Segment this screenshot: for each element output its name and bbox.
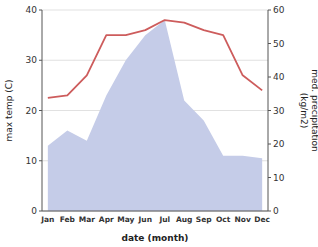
x-tick-label: Jan (40, 215, 54, 224)
y2-tick-label: 60 (273, 5, 285, 15)
x-tick-label: Apr (99, 215, 114, 224)
x-axis-label: date (month) (122, 233, 189, 243)
chart: 0 10 20 30 40 0 10 20 30 40 50 60 Jan FebMarAprMay Jun… (0, 0, 318, 247)
x-tick-label: Sep (196, 215, 212, 224)
x-tick-label: Jul (158, 215, 170, 224)
y-tick (39, 160, 42, 161)
plot-area (48, 20, 262, 211)
y2-tick (268, 43, 271, 44)
y2-tick (268, 10, 271, 11)
y-tick-label: 0 (31, 206, 37, 216)
y-tick (39, 211, 42, 212)
x-tick-label: Nov (235, 215, 251, 224)
x-axis-line (42, 211, 268, 212)
x-tick-label: Oct (216, 215, 231, 224)
y2-tick-label: 30 (273, 106, 285, 116)
y2-tick-label: 40 (273, 72, 285, 82)
y-axis-label: max temp (C) (4, 79, 14, 141)
y-tick-label: 20 (26, 106, 38, 116)
y2-tick (268, 110, 271, 111)
x-tick-label: Aug (176, 215, 193, 224)
y-tick-label: 10 (26, 156, 38, 166)
y-tick (39, 10, 42, 11)
y2-axis-label: med. precipitation(kg/m2) (299, 69, 318, 151)
y2-tick-label: 20 (273, 139, 285, 149)
x-tick-label: Mar (79, 215, 96, 224)
precipitation-area (48, 20, 262, 211)
y2-tick-label: 50 (273, 39, 285, 49)
x-tick-label: May (117, 215, 134, 224)
x-tick-label: Feb (60, 215, 76, 224)
y2-axis-label-line: (kg/m2) (299, 93, 309, 128)
y2-tick (268, 144, 271, 145)
y-tick-label: 30 (26, 55, 38, 65)
y-tick-label: 40 (26, 5, 38, 15)
y2-tick (268, 211, 271, 212)
x-tick-label: Dec (254, 215, 270, 224)
grid-line (42, 211, 268, 212)
x-tick-label: Jun (138, 215, 152, 224)
y-tick (39, 110, 42, 111)
y2-tick (268, 77, 271, 78)
y2-tick (268, 177, 271, 178)
y2-axis-label-line: med. precipitation (310, 69, 318, 151)
temperature-line (48, 20, 262, 98)
y-tick (39, 60, 42, 61)
y2-tick-label: 0 (273, 206, 279, 216)
grid-line (42, 10, 268, 11)
y2-tick-label: 10 (273, 173, 285, 183)
